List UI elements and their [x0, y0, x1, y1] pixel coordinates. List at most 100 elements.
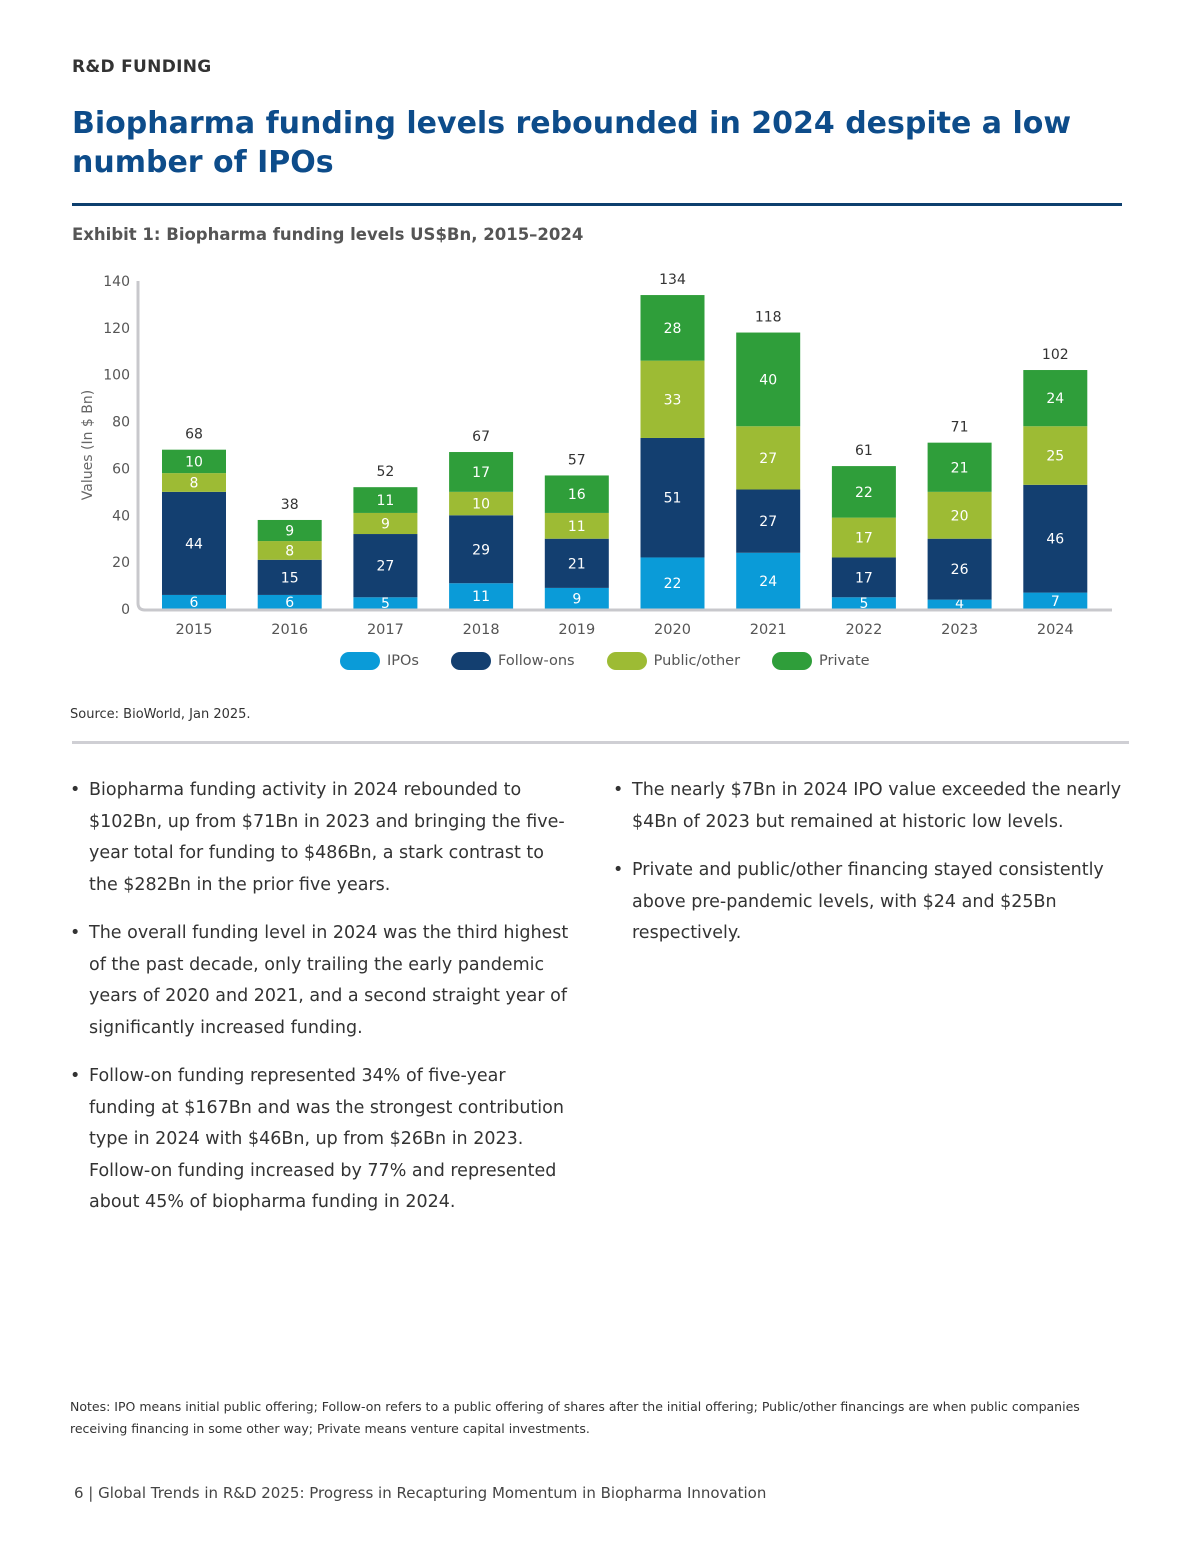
- source-note: Source: BioWorld, Jan 2025.: [70, 707, 251, 722]
- x-tick-label: 2024: [1037, 622, 1074, 638]
- bar-segment-public-other: [162, 473, 226, 492]
- bar-segment-private: [257, 519, 322, 542]
- y-axis-label: Values (In $ Bn): [80, 390, 96, 500]
- data-label: 11: [376, 493, 394, 509]
- bar-segment-ipos: [544, 587, 609, 609]
- bar-segment-ipos: [162, 594, 226, 609]
- data-label: 8: [190, 475, 199, 491]
- data-label: 40: [759, 372, 777, 388]
- bar-segment-public-other: [736, 426, 801, 490]
- axis-line: [136, 281, 1112, 612]
- legend-label: IPOs: [387, 653, 419, 669]
- data-label: 7: [1051, 594, 1060, 610]
- bullet-text: Private and public/other financing staye…: [632, 860, 1104, 943]
- bar-segment-follow-ons: [640, 437, 705, 558]
- bar-segment-ipos: [1023, 592, 1088, 609]
- data-label: 28: [664, 321, 682, 337]
- x-tick-label: 2015: [176, 622, 213, 638]
- data-label: 51: [664, 491, 682, 507]
- page-title: Biopharma funding levels rebounded in 20…: [72, 106, 1072, 180]
- legend-swatch-icon: [772, 652, 813, 670]
- total-label: 38: [281, 497, 299, 513]
- bullet-icon: •: [613, 780, 624, 800]
- x-tick-label: 2016: [271, 622, 308, 638]
- data-label: 9: [572, 591, 581, 607]
- total-label: 71: [951, 420, 969, 436]
- legend-label: Private: [819, 653, 870, 669]
- legend-item: Private: [772, 652, 870, 670]
- total-label: 68: [185, 427, 203, 443]
- bar-segment-public-other: [449, 491, 514, 516]
- y-tick-label: 0: [121, 602, 130, 618]
- data-label: 5: [381, 596, 390, 612]
- data-label: 24: [1046, 391, 1064, 407]
- y-tick-label: 60: [112, 461, 130, 477]
- data-label: 29: [472, 542, 490, 558]
- data-label: 22: [664, 576, 682, 592]
- data-label: 11: [568, 519, 586, 535]
- bullet-item: • The nearly $7Bn in 2024 IPO value excee…: [613, 775, 1123, 838]
- data-label: 21: [951, 460, 969, 476]
- data-label: 17: [472, 465, 490, 481]
- total-label: 57: [568, 452, 586, 468]
- legend-swatch-icon: [606, 652, 647, 670]
- bullet-icon: •: [70, 923, 81, 943]
- data-label: 11: [472, 589, 490, 605]
- bar-segment-ipos: [449, 583, 514, 609]
- x-tick-label: 2023: [941, 622, 978, 638]
- bar-segment-ipos: [927, 599, 992, 609]
- y-tick-label: 80: [112, 415, 130, 431]
- bar-segment-private: [831, 466, 896, 518]
- data-label: 16: [568, 487, 586, 503]
- data-label: 15: [281, 570, 299, 586]
- data-label: 27: [759, 514, 777, 530]
- stacked-bar-chart: 0 20 40 60 80 100 120 140 Values (In $ Bn) 6 44 8 10…: [80, 272, 1112, 638]
- bullet-item: • Private and public/other financing stay…: [613, 855, 1123, 950]
- data-label: 27: [759, 451, 777, 467]
- legend-item: IPOs: [340, 652, 419, 670]
- data-label: 25: [1046, 449, 1064, 465]
- bar-segment-private: [353, 487, 418, 513]
- bar-segment-private: [927, 442, 992, 492]
- bar-segment-ipos: [831, 597, 896, 609]
- data-label: 10: [185, 454, 203, 470]
- bar-segment-follow-ons: [831, 557, 896, 598]
- bar-segment-follow-ons: [449, 515, 514, 584]
- bullet-text: The overall funding level in 2024 was th…: [89, 923, 569, 1038]
- bullets-left: • Biopharma funding activity in 2024 rebo…: [70, 775, 570, 1236]
- bar-segment-private: [162, 449, 226, 474]
- bar-segment-ipos: [736, 552, 801, 609]
- legend-label: Follow-ons: [498, 653, 575, 669]
- bullet-item: • Follow-on funding represented 34% of fi…: [70, 1061, 570, 1219]
- bar-segment-public-other: [1023, 426, 1088, 485]
- data-label: 10: [472, 497, 490, 513]
- bar-segment-follow-ons: [736, 489, 801, 553]
- data-label: 5: [859, 596, 868, 612]
- legend-swatch-icon: [340, 652, 380, 670]
- bar-segment-ipos: [353, 597, 418, 609]
- y-tick-label: 100: [103, 368, 130, 384]
- data-label: 9: [285, 524, 294, 540]
- bar-segment-follow-ons: [927, 538, 992, 600]
- bullet-text: The nearly $7Bn in 2024 IPO value exceed…: [632, 780, 1122, 832]
- x-tick-label: 2021: [750, 622, 787, 638]
- data-label: 44: [185, 536, 203, 552]
- bar-segment-follow-ons: [544, 538, 609, 588]
- legend-item: Follow-ons: [451, 652, 575, 670]
- bar-segment-public-other: [831, 517, 896, 558]
- data-label: 20: [951, 508, 969, 524]
- x-tick-label: 2020: [654, 622, 691, 638]
- bar-segment-private: [1023, 370, 1088, 427]
- bullet-icon: •: [70, 780, 81, 800]
- bullet-item: • The overall funding level in 2024 was t…: [70, 918, 570, 1044]
- x-tick-label: 2022: [845, 622, 882, 638]
- bar-segment-public-other: [544, 512, 609, 539]
- data-label: 4: [955, 596, 964, 612]
- data-label: 17: [855, 570, 873, 586]
- data-label: 24: [759, 574, 777, 590]
- data-label: 33: [664, 392, 682, 408]
- bar-segment-private: [736, 332, 801, 427]
- legend-item: Public/other: [606, 652, 740, 670]
- data-label: 26: [951, 562, 969, 578]
- bar-segment-public-other: [257, 541, 322, 560]
